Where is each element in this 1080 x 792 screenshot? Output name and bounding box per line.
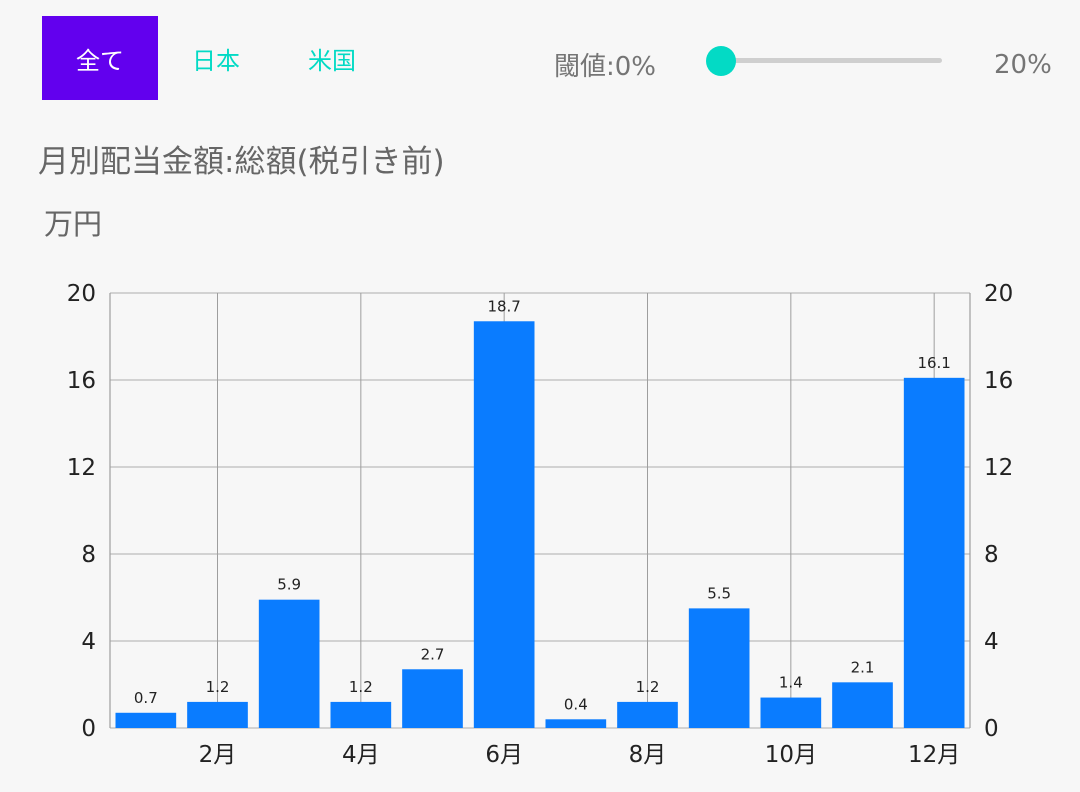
y-tick-label-right: 4	[984, 629, 999, 655]
slider-track	[720, 58, 942, 63]
bar-value-label: 1.2	[636, 678, 660, 696]
chart-title: 月別配当金額:総額(税引き前)	[38, 144, 445, 180]
bar-2月	[187, 701, 248, 728]
bar-value-label: 1.2	[349, 678, 373, 696]
bar-value-label: 2.1	[851, 658, 875, 676]
bar-8月	[617, 701, 678, 728]
y-tick-label-left: 8	[81, 542, 96, 568]
bar-value-label: 2.7	[421, 645, 445, 663]
bar-value-label: 5.9	[277, 576, 301, 594]
bar-3月	[258, 599, 320, 728]
bar-value-label: 0.4	[564, 695, 588, 713]
y-tick-label-right: 16	[984, 368, 1013, 394]
bar-9月	[688, 608, 750, 728]
tab-us[interactable]: 米国	[308, 46, 356, 75]
y-tick-label-right: 8	[984, 542, 999, 568]
bar-12月	[903, 377, 965, 728]
x-tick-label: 6月	[485, 742, 523, 768]
bar-7月	[545, 719, 607, 728]
x-tick-label: 2月	[199, 742, 237, 768]
bar-value-label: 18.7	[487, 297, 520, 315]
threshold-slider[interactable]	[706, 44, 942, 78]
x-tick-label: 12月	[908, 742, 960, 768]
tab-all[interactable]: 全て	[42, 16, 158, 100]
threshold-label: 閾値:0%	[554, 52, 657, 82]
y-tick-label-left: 16	[67, 368, 96, 394]
x-tick-label: 10月	[765, 742, 817, 768]
unit-label: 万円	[44, 207, 103, 241]
threshold-max-label: 20%	[994, 50, 1052, 80]
bar-value-label: 0.7	[134, 689, 158, 707]
tab-japan[interactable]: 日本	[192, 46, 240, 75]
y-tick-label-right: 0	[984, 716, 999, 742]
y-tick-label-left: 4	[81, 629, 96, 655]
bar-11月	[832, 682, 893, 728]
bar-5月	[402, 669, 463, 728]
bar-value-label: 1.2	[206, 678, 230, 696]
slider-thumb[interactable]	[706, 46, 736, 76]
x-tick-label: 4月	[342, 742, 380, 768]
monthly-dividend-bar-chart: 0 0 4 4 8 8 12 12 16 16 20 20 0.7 1.2 5.9 1.2 2.7 18.7 0.4…	[67, 281, 1014, 768]
market-filter-tabs: 全て 日本 米国	[42, 16, 390, 100]
y-tick-label-left: 12	[67, 455, 96, 481]
bar-1月	[115, 712, 177, 728]
bar-4月	[330, 701, 392, 728]
y-tick-label-left: 20	[67, 281, 96, 307]
bar-value-label: 5.5	[707, 584, 731, 602]
y-tick-label-right: 20	[984, 281, 1013, 307]
y-tick-label-right: 12	[984, 455, 1013, 481]
bar-value-label: 16.1	[917, 354, 950, 372]
bar-value-label: 1.4	[779, 674, 803, 692]
y-tick-label-left: 0	[81, 716, 96, 742]
bar-6月	[473, 321, 535, 728]
bar-10月	[760, 697, 822, 728]
x-tick-label: 8月	[629, 742, 667, 768]
